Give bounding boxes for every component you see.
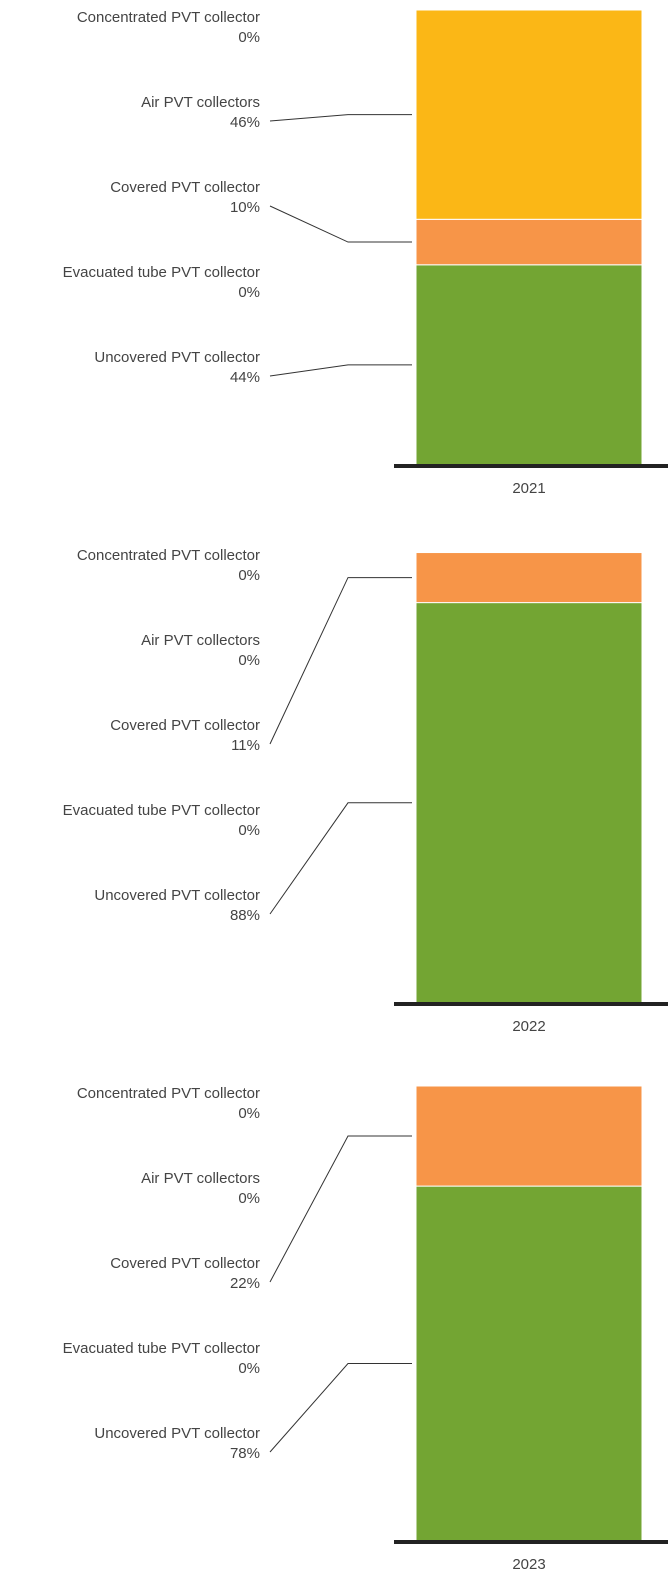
series-label: Air PVT collectors — [141, 632, 260, 649]
bar-segment — [415, 1085, 643, 1187]
value-label: 0% — [238, 652, 260, 669]
value-label: 0% — [238, 822, 260, 839]
value-label: 11% — [231, 737, 260, 754]
value-label: 44% — [230, 369, 260, 386]
series-label: Evacuated tube PVT collector — [63, 802, 260, 819]
series-label: Air PVT collectors — [141, 94, 260, 111]
bar-segment — [415, 218, 643, 266]
bar-segment — [415, 264, 643, 466]
leader-line — [269, 577, 412, 745]
bar-segment — [415, 552, 643, 604]
series-label: Air PVT collectors — [141, 1170, 260, 1187]
leader-line — [269, 802, 412, 915]
leader-line — [269, 364, 412, 377]
value-label: 0% — [238, 1360, 260, 1377]
value-label: 78% — [230, 1445, 260, 1462]
x-tick-label: 2023 — [512, 1556, 545, 1572]
value-label: 0% — [238, 284, 260, 301]
series-label: Covered PVT collector — [110, 717, 260, 734]
series-label: Evacuated tube PVT collector — [63, 1340, 260, 1357]
value-label: 0% — [238, 1105, 260, 1122]
value-label: 10% — [230, 199, 260, 216]
value-label: 0% — [238, 567, 260, 584]
x-tick-label: 2022 — [512, 1018, 545, 1035]
series-label: Concentrated PVT collector — [77, 9, 260, 26]
leader-line — [269, 1363, 412, 1453]
leader-line — [269, 205, 412, 243]
series-label: Uncovered PVT collector — [94, 887, 260, 904]
bar-segment — [415, 9, 643, 220]
leader-line — [269, 114, 412, 122]
leader-line — [269, 1135, 412, 1283]
x-tick-label: 2021 — [512, 480, 545, 497]
series-label: Evacuated tube PVT collector — [63, 264, 260, 281]
value-label: 88% — [230, 907, 260, 924]
series-label: Concentrated PVT collector — [77, 547, 260, 564]
value-label: 0% — [238, 29, 260, 46]
bar-segment — [415, 602, 643, 1004]
series-label: Covered PVT collector — [110, 179, 260, 196]
series-label: Uncovered PVT collector — [94, 349, 260, 366]
series-label: Covered PVT collector — [110, 1255, 260, 1272]
bar-segment — [415, 1185, 643, 1542]
series-label: Concentrated PVT collector — [77, 1085, 260, 1102]
value-label: 22% — [230, 1275, 260, 1292]
value-label: 0% — [238, 1190, 260, 1207]
series-label: Uncovered PVT collector — [94, 1425, 260, 1442]
value-label: 46% — [230, 114, 260, 131]
